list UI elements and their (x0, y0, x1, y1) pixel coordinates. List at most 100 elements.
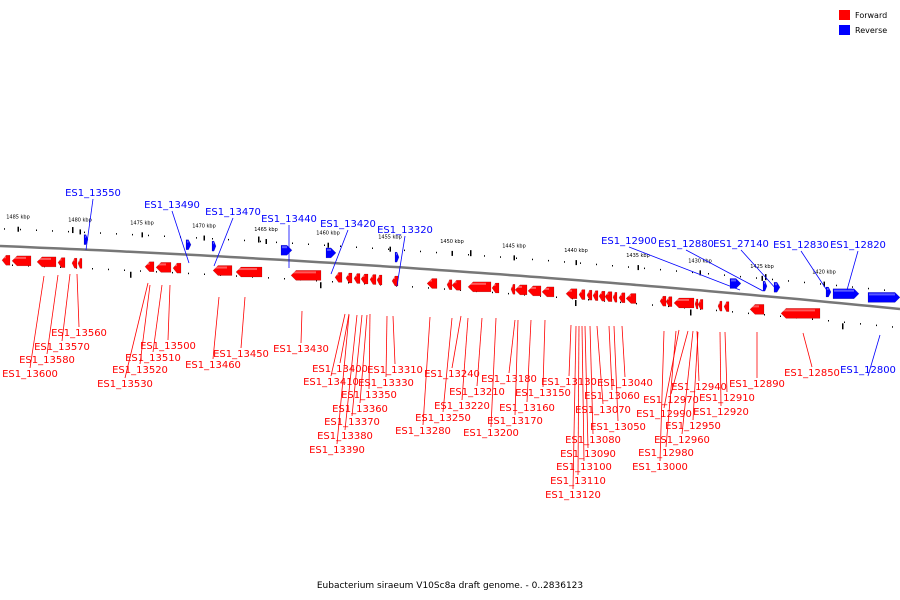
lower-track-dot (444, 288, 445, 290)
leader-line (577, 325, 580, 476)
gene-label: ES1_12800 (840, 365, 896, 376)
leader-line (152, 284, 163, 353)
leader-line (359, 314, 368, 404)
reverse-gene[interactable] (325, 247, 337, 259)
forward-gene[interactable] (578, 289, 586, 300)
forward-gene[interactable] (71, 257, 78, 269)
reverse-gene[interactable] (394, 251, 400, 263)
forward-gene[interactable] (77, 258, 83, 269)
forward-gene[interactable] (625, 293, 637, 304)
scale-tick (17, 226, 19, 232)
forward-gene[interactable] (749, 304, 765, 315)
forward-gene[interactable] (212, 265, 233, 276)
lower-track-dot (732, 311, 733, 313)
forward-gene[interactable] (510, 284, 516, 295)
forward-gene[interactable] (369, 274, 377, 285)
forward-gene[interactable] (665, 296, 673, 307)
forward-gene[interactable] (467, 281, 492, 293)
gene-features[interactable] (1, 234, 900, 319)
forward-gene[interactable] (391, 275, 399, 287)
gene-label: ES1_13150 (515, 388, 571, 399)
lower-track-dot (652, 304, 653, 306)
leader-line (212, 296, 220, 360)
reverse-gene[interactable] (773, 281, 781, 293)
lower-track-dot (844, 321, 845, 323)
forward-gene[interactable] (57, 257, 66, 268)
leader-line (568, 324, 572, 377)
forward-gene[interactable] (694, 298, 699, 310)
scale-tick-major (842, 323, 844, 330)
forward-gene[interactable] (659, 295, 667, 307)
gene-label: ES1_13410 (303, 377, 359, 388)
forward-gene[interactable] (36, 256, 57, 268)
forward-gene[interactable] (673, 297, 695, 309)
gene-label: ES1_12970 (643, 395, 699, 406)
leader-line (240, 296, 246, 349)
forward-gene[interactable] (334, 272, 343, 283)
leader-line (61, 273, 71, 342)
leader-line (692, 331, 699, 421)
gene-label: ES1_13530 (97, 379, 153, 390)
leader-line (29, 275, 45, 369)
upper-track-dot (676, 270, 677, 272)
forward-gene[interactable] (144, 261, 155, 272)
forward-gene[interactable] (172, 262, 182, 274)
gene-label: ES1_12900 (601, 236, 657, 247)
forward-gene[interactable] (376, 274, 383, 286)
lower-track-dot (236, 275, 237, 277)
forward-gene[interactable] (697, 299, 704, 310)
forward-gene[interactable] (592, 290, 599, 301)
leader-line (508, 319, 516, 374)
forward-gene[interactable] (11, 255, 32, 267)
forward-gene[interactable] (604, 291, 613, 302)
leader-line (385, 315, 388, 378)
forward-gene[interactable] (426, 278, 438, 289)
forward-gene[interactable] (598, 290, 606, 302)
gene-highlight (667, 297, 669, 300)
forward-gene[interactable] (345, 272, 353, 284)
reverse-gene[interactable] (825, 286, 832, 298)
forward-gene[interactable] (155, 262, 172, 273)
forward-gene[interactable] (717, 300, 723, 312)
reverse-gene[interactable] (211, 240, 217, 252)
upper-track-dot (740, 275, 741, 278)
reverse-gene[interactable] (762, 280, 768, 292)
lower-track-dot (460, 289, 461, 291)
forward-gene[interactable] (723, 301, 730, 312)
gene-highlight (529, 286, 536, 289)
forward-gene[interactable] (353, 273, 361, 284)
leader-line (368, 313, 371, 390)
scale-tick (575, 260, 577, 266)
forward-gene[interactable] (1, 254, 11, 266)
reverse-gene[interactable] (185, 239, 192, 250)
reverse-gene[interactable] (729, 278, 742, 289)
reverse-gene[interactable] (832, 288, 860, 299)
forward-gene[interactable] (586, 289, 593, 301)
forward-gene[interactable] (514, 284, 528, 296)
gene-label: ES1_13360 (332, 404, 388, 415)
scale-tick-label: 1425 kbp (750, 264, 774, 270)
gene-label: ES1_12880 (658, 239, 714, 250)
reverse-gene[interactable] (867, 292, 900, 303)
forward-gene[interactable] (780, 308, 821, 319)
forward-gene[interactable] (527, 285, 542, 297)
upper-track-dot (868, 287, 869, 290)
forward-gene[interactable] (565, 288, 578, 299)
forward-gene[interactable] (618, 292, 626, 304)
upper-track-dot (340, 245, 341, 247)
forward-gene[interactable] (541, 286, 555, 298)
forward-gene[interactable] (446, 279, 453, 290)
forward-gene[interactable] (612, 291, 618, 303)
forward-gene[interactable] (360, 273, 369, 285)
lower-track-dot (588, 299, 589, 301)
upper-track-dot (788, 280, 789, 282)
forward-gene[interactable] (290, 270, 322, 281)
leader-line (461, 317, 469, 401)
forward-gene[interactable] (491, 282, 500, 294)
leader-line (628, 246, 741, 291)
forward-gene[interactable] (451, 279, 462, 291)
upper-track-dot (228, 238, 229, 241)
scale-tick-label: 1470 kbp (192, 224, 216, 230)
scale-tick-label: 1465 kbp (254, 227, 278, 233)
forward-gene[interactable] (235, 266, 263, 278)
